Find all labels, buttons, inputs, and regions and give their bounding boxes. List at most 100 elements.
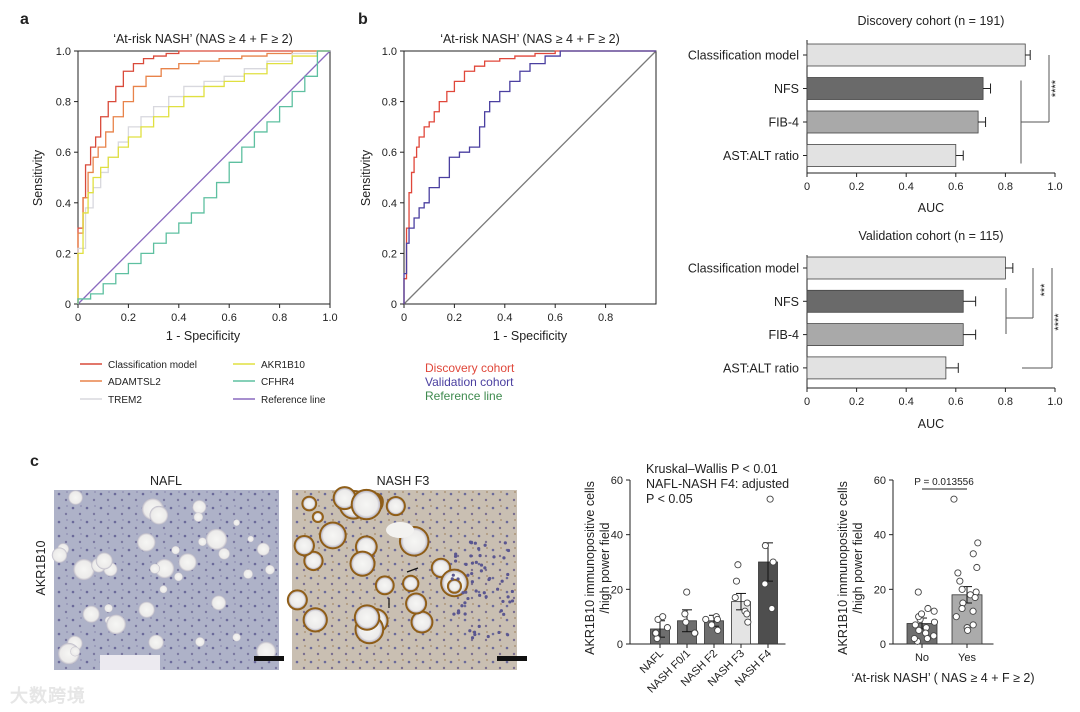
data-point: [652, 629, 660, 637]
auc-validation-plot: 0 0.2 0.4 0.6 0.8 1.0 Classification model NFS F…: [688, 255, 1065, 408]
nucleus: [469, 541, 474, 545]
fat-vacuole: [195, 636, 205, 647]
data-point: [974, 539, 982, 547]
fat-vacuole: [205, 528, 228, 550]
y-tick-label: 60: [611, 475, 623, 487]
nucleus: [464, 562, 468, 566]
fat-vacuole: [305, 552, 322, 570]
fat-vacuole: [95, 552, 113, 570]
y-tick-label: 0.8: [382, 97, 397, 109]
nucleus: [510, 589, 514, 594]
roc-series-adamtsl2: [77, 50, 330, 304]
data-point: [956, 577, 964, 585]
bar-category-label: Classification model: [688, 49, 799, 63]
data-point: [910, 634, 918, 643]
fat-vacuole: [174, 572, 183, 582]
roc-b-chart: ‘At-risk NASH’ (NAS ≥ 4 + F ≥ 2) 0 0.2 0.4…: [359, 32, 657, 343]
akr-atrisk-xlabel: ‘At-risk NASH’ ( NAS ≥ 4 + F ≥ 2): [851, 671, 1034, 685]
auc-bar: [806, 110, 979, 134]
akr-atrisk-ylabel-1: AKR1B10 immunopositive cells: [836, 481, 850, 655]
nucleus: [501, 599, 505, 604]
y-tick-label: 20: [874, 584, 886, 596]
data-point: [743, 610, 751, 618]
fat-vacuole: [192, 500, 207, 515]
fat-vacuole: [171, 545, 180, 555]
x-tick-label: 0.4: [497, 312, 512, 324]
roc-b-frame: [403, 50, 657, 305]
watermark: 大数跨境: [10, 686, 86, 706]
akr-stage-chart: Kruskal–Wallis P < 0.01 NAFL-NASH F4: ad…: [583, 462, 789, 695]
nucleus: [463, 612, 467, 616]
fat-vacuole: [376, 577, 393, 594]
nucleus: [479, 569, 483, 573]
nucleus: [484, 595, 488, 599]
fat-vacuole: [432, 559, 450, 577]
y-tick-label: 1.0: [382, 46, 397, 58]
roc-a-ticks: 0 0.2 0.4 0.6 0.8 1.0 0 0.2 0.4 0.6 0.8 1.0: [56, 46, 338, 324]
auc-validation-xlabel: AUC: [918, 417, 944, 431]
legend-adamtsl2: ADAMTSL2: [108, 377, 161, 388]
data-point: [659, 613, 667, 621]
fat-vacuole: [68, 490, 83, 505]
x-tick-label: 0.8: [272, 312, 287, 324]
y-tick-label: 40: [611, 530, 623, 542]
nucleus: [479, 563, 484, 567]
fat-vacuole: [304, 609, 326, 631]
nucleus: [470, 561, 475, 565]
nucleus: [473, 632, 477, 637]
nucleus: [452, 612, 456, 616]
auc-bar: [806, 77, 984, 100]
x-tick-label: 0.2: [121, 312, 136, 324]
akr-stage-annot-2: NAFL-NASH F4: adjusted: [646, 477, 789, 491]
fat-vacuole: [295, 536, 313, 555]
roc-series-akr1b10: [77, 50, 330, 304]
data-point: [969, 607, 977, 615]
akr-stage-annot-1: Kruskal–Wallis P < 0.01: [646, 462, 778, 476]
x-tick-label: No: [915, 652, 929, 664]
nucleus: [461, 591, 465, 595]
roc-series-validation-cohort: [403, 50, 656, 304]
y-tick-label: 0: [880, 639, 886, 651]
fat-vacuole: [412, 612, 432, 632]
vessel-lumen: [386, 522, 414, 538]
nucleus: [470, 571, 474, 576]
data-point: [682, 618, 690, 626]
x-tick-label: 0.6: [222, 312, 237, 324]
y-tick-label: 0: [65, 299, 71, 311]
auc-bar: [806, 43, 1026, 67]
nucleus: [456, 609, 461, 613]
x-tick-label: 0.8: [998, 181, 1013, 193]
data-point: [915, 626, 923, 634]
roc-series-discovery-cohort: [403, 50, 656, 304]
fat-vacuole: [352, 490, 381, 519]
data-point: [958, 604, 966, 613]
data-point: [964, 626, 972, 634]
data-point: [766, 495, 774, 503]
micrograph-nash-title: NASH F3: [377, 474, 430, 488]
fat-vacuole: [303, 497, 316, 510]
data-point: [734, 561, 742, 569]
x-tick-label: 0: [804, 396, 810, 408]
significance-label: ****: [1053, 313, 1065, 331]
nucleus: [474, 560, 478, 564]
x-tick-label: 1.0: [1047, 181, 1062, 193]
roc-series-reference-line: [403, 50, 657, 305]
tissue-gap: [100, 655, 160, 670]
fat-vacuole: [149, 505, 169, 525]
akr-atrisk-plot: 0 20 40 60 No Yes P = 0.013556: [874, 475, 994, 664]
micrograph-row-label: AKR1B10: [34, 541, 48, 596]
fat-vacuole: [247, 535, 254, 543]
data-point: [917, 610, 926, 618]
nucleus: [503, 541, 507, 545]
data-point: [930, 632, 938, 640]
roc-b-xlabel: 1 - Specificity: [493, 329, 568, 343]
auc-bar: [806, 144, 957, 167]
x-tick-label: 0.8: [598, 312, 613, 324]
nucleus: [472, 630, 477, 634]
nucleus: [500, 579, 504, 583]
x-tick-label: 0: [804, 181, 810, 193]
auc-bar: [806, 289, 964, 313]
fat-vacuole: [351, 552, 374, 575]
